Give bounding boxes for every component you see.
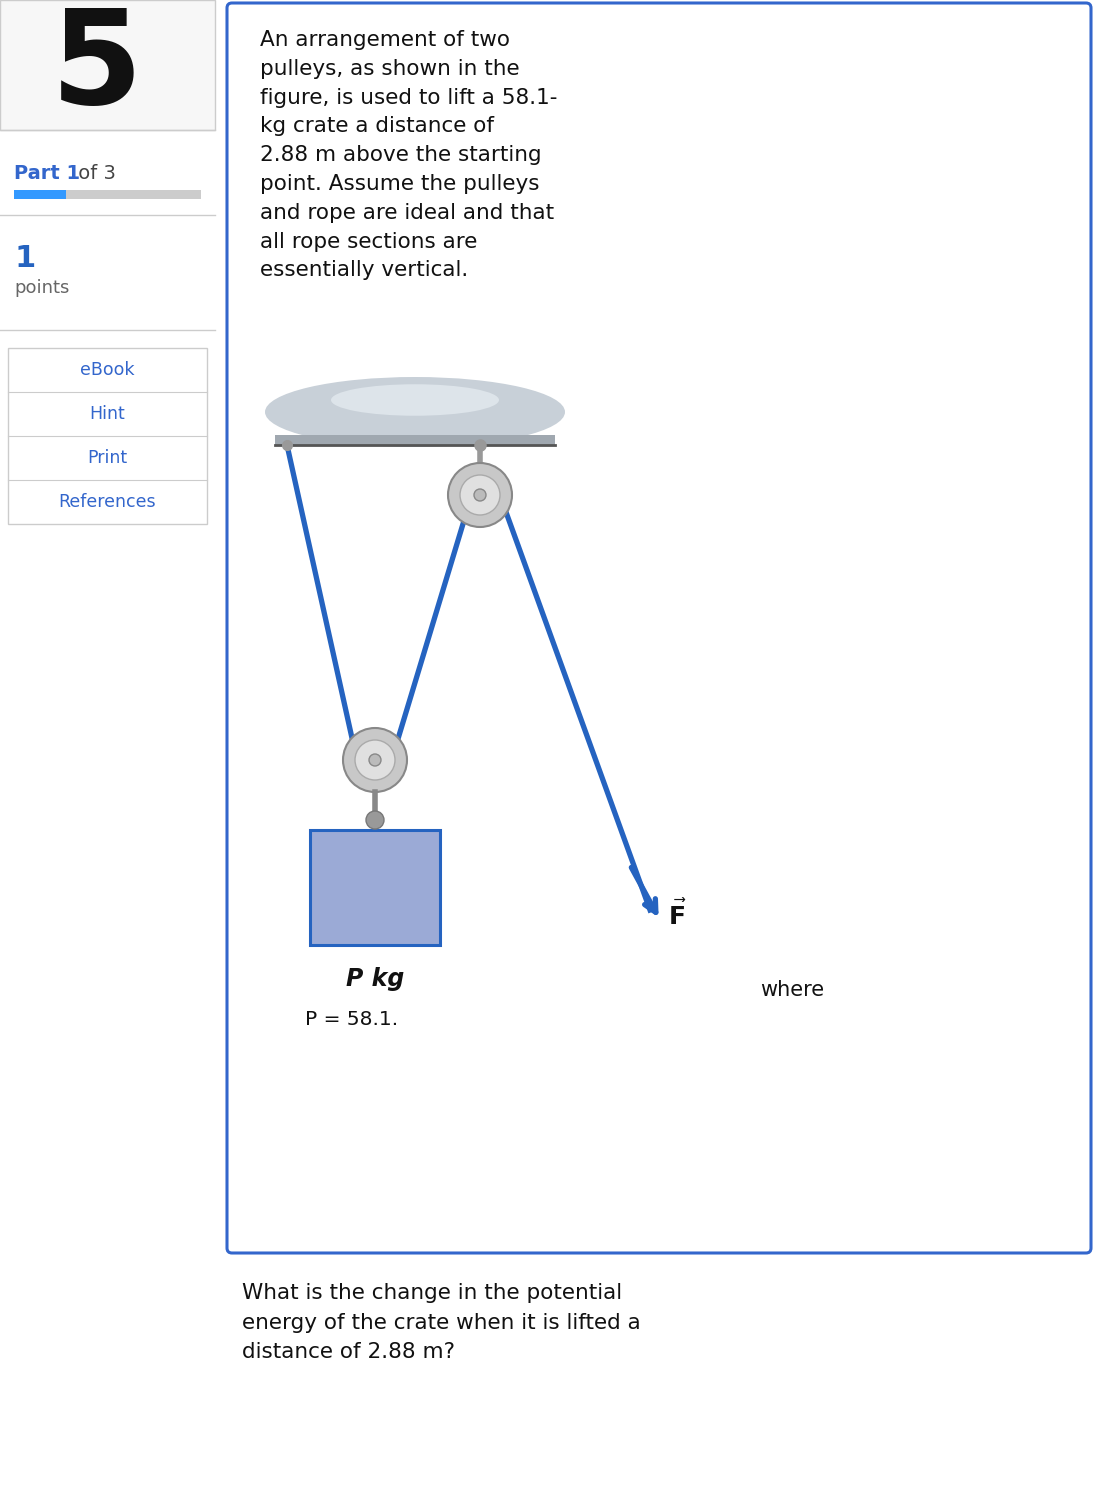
Text: P kg: P kg [346, 966, 404, 990]
Ellipse shape [330, 384, 498, 416]
Bar [8, 349, 208, 524]
Circle shape [366, 811, 384, 829]
Bar [274, 435, 554, 444]
Text: Part 1: Part 1 [14, 163, 80, 183]
Text: P = 58.1.: P = 58.1. [305, 1010, 399, 1029]
Text: An arrangement of two
pulleys, as shown in the
figure, is used to lift a 58.1-
k: An arrangement of two pulleys, as shown … [260, 30, 558, 280]
Circle shape [448, 462, 512, 527]
Circle shape [343, 729, 407, 791]
Text: Hint: Hint [90, 405, 125, 423]
Circle shape [460, 476, 500, 515]
Text: points: points [14, 278, 69, 298]
Circle shape [369, 754, 381, 766]
FancyBboxPatch shape [227, 3, 1091, 1254]
Bar [14, 190, 201, 199]
Circle shape [474, 489, 486, 501]
Text: Print: Print [88, 449, 127, 467]
Text: What is the change in the potential
energy of the crate when it is lifted a
dist: What is the change in the potential ener… [242, 1284, 641, 1363]
Text: where: where [760, 980, 825, 999]
Bar [0, 0, 215, 130]
Text: of 3: of 3 [72, 163, 116, 183]
Text: 5: 5 [51, 4, 143, 132]
Text: eBook: eBook [80, 361, 135, 378]
Bar [14, 190, 66, 199]
Text: $\vec{\mathbf{F}}$: $\vec{\mathbf{F}}$ [668, 901, 686, 931]
Bar [310, 830, 440, 945]
Text: 1: 1 [14, 244, 35, 272]
Text: References: References [58, 494, 156, 512]
Ellipse shape [265, 377, 565, 447]
Circle shape [355, 741, 395, 779]
